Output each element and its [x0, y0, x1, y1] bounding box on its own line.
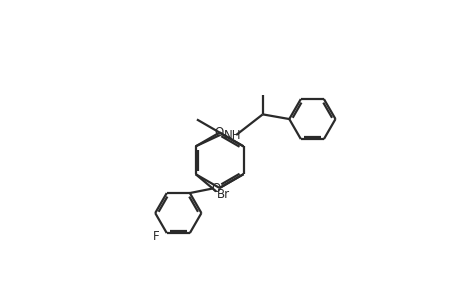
Text: Br: Br [217, 188, 230, 201]
Text: F: F [153, 230, 159, 243]
Text: O: O [212, 182, 221, 195]
Text: O: O [215, 126, 224, 139]
Text: NH: NH [224, 128, 242, 141]
